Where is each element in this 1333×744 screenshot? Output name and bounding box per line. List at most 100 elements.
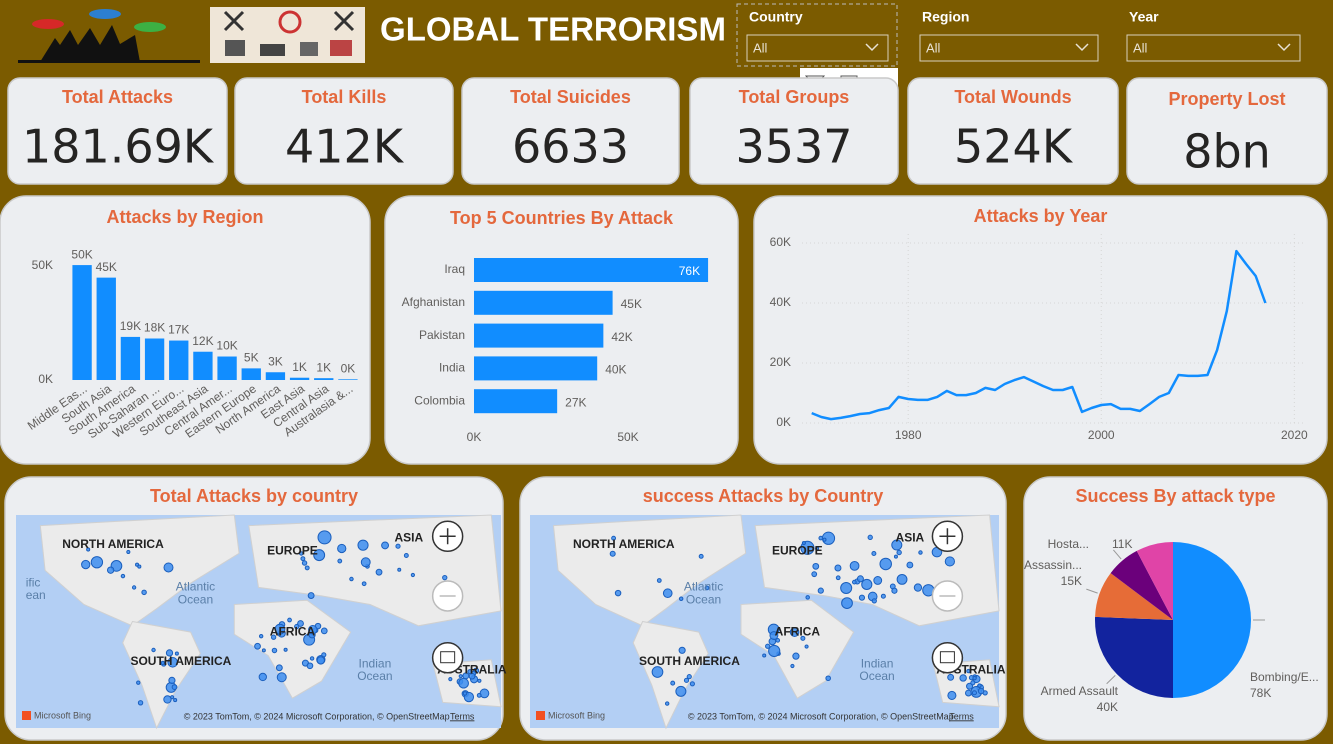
value-label: 42K bbox=[611, 330, 632, 344]
leader-line bbox=[1113, 549, 1122, 560]
map-bubble bbox=[106, 566, 115, 574]
map-terms[interactable]: Terms bbox=[949, 711, 974, 721]
slicer-box[interactable] bbox=[1126, 34, 1301, 62]
bar bbox=[474, 258, 709, 282]
slicer-box[interactable] bbox=[746, 34, 889, 62]
map-label: NORTH AMERICA bbox=[573, 537, 675, 551]
map-label: ean bbox=[26, 588, 46, 602]
map-bubble bbox=[375, 568, 383, 576]
value-label: 45K bbox=[621, 297, 642, 311]
map-bubble bbox=[871, 598, 877, 604]
slicer-value: All bbox=[926, 40, 941, 55]
map-bubble bbox=[959, 674, 967, 682]
slicer-box[interactable] bbox=[919, 34, 1099, 62]
map-label: EUROPE bbox=[267, 543, 318, 557]
value-label: 27K bbox=[565, 395, 586, 409]
map-bubble bbox=[309, 656, 315, 661]
slicer[interactable]: Country All bbox=[746, 9, 889, 62]
map-label: SOUTH AMERICA bbox=[639, 654, 740, 668]
slice-label: Hosta... bbox=[1048, 537, 1089, 551]
map-terms[interactable]: Terms bbox=[450, 711, 475, 721]
map-bubble bbox=[873, 576, 883, 585]
map-bubble bbox=[811, 571, 818, 578]
map-bubble bbox=[851, 579, 857, 585]
map-bubble bbox=[698, 553, 704, 559]
kpi-value: 524K bbox=[954, 120, 1074, 174]
map-bubble bbox=[861, 578, 873, 591]
map-label: NORTH AMERICA bbox=[62, 537, 164, 551]
line bbox=[811, 249, 1267, 421]
chart-title: Attacks by Year bbox=[974, 206, 1108, 226]
map-label: ASIA bbox=[395, 531, 424, 545]
map-bubble bbox=[163, 695, 172, 704]
slicer[interactable]: Region All bbox=[919, 9, 1099, 62]
chart-title: Top 5 Countries By Attack bbox=[450, 208, 674, 228]
kpi-card bbox=[689, 77, 899, 185]
value-label: 19K bbox=[120, 319, 141, 333]
map-bubble bbox=[835, 575, 841, 581]
kpi-card bbox=[7, 77, 228, 185]
map-control[interactable] bbox=[431, 641, 464, 674]
map[interactable]: NORTH AMERICA EUROPEASIAAtlanticOceanAFRI… bbox=[530, 514, 1006, 730]
map-bubble bbox=[840, 581, 853, 594]
map-bubble bbox=[395, 543, 401, 549]
map-bubble bbox=[804, 644, 809, 649]
map-bubble bbox=[337, 558, 343, 564]
bar bbox=[193, 351, 213, 380]
slice-value: 78K bbox=[1250, 686, 1271, 700]
map-bubble bbox=[800, 635, 806, 641]
map-label: Indian bbox=[359, 656, 392, 670]
x-tick-label: 2000 bbox=[1088, 428, 1115, 442]
map-bubble bbox=[136, 680, 141, 685]
map-bubble bbox=[611, 535, 617, 541]
map-bubble bbox=[879, 557, 892, 571]
map-bubble bbox=[137, 700, 144, 706]
map-bubble bbox=[168, 676, 176, 684]
map-bubble bbox=[313, 549, 326, 562]
map-bubble bbox=[308, 625, 318, 635]
map-bubble bbox=[970, 680, 976, 686]
pie-slice bbox=[1173, 542, 1251, 698]
map-bubble bbox=[131, 585, 137, 590]
map-land bbox=[632, 620, 709, 730]
map-label: Atlantic bbox=[684, 580, 723, 594]
map-bubble bbox=[283, 647, 288, 652]
map-bubble bbox=[307, 592, 315, 600]
map-bubble bbox=[360, 557, 371, 568]
map-bubble bbox=[165, 649, 174, 657]
x-tick-label: 0K bbox=[467, 430, 482, 444]
map-bubble bbox=[966, 668, 971, 674]
map-bubble bbox=[294, 623, 300, 630]
y-tick-label: Afghanistan bbox=[402, 295, 465, 309]
map-bubble bbox=[812, 562, 820, 570]
map-bubble bbox=[163, 562, 174, 573]
bar bbox=[217, 356, 237, 380]
map-bubble bbox=[893, 554, 898, 559]
map-bubble bbox=[151, 647, 156, 653]
pie-slice bbox=[1094, 616, 1173, 698]
map-bubble bbox=[275, 664, 283, 672]
map-bubble bbox=[817, 587, 824, 594]
map-bubble bbox=[126, 549, 131, 555]
value-label: 45K bbox=[96, 260, 117, 274]
slice-value: 40K bbox=[1097, 700, 1118, 714]
bar bbox=[120, 336, 141, 380]
slicer-label: Year bbox=[1129, 9, 1159, 25]
map-bubble bbox=[274, 623, 286, 635]
bar bbox=[314, 378, 334, 380]
map-control[interactable] bbox=[931, 641, 964, 674]
map-bubble bbox=[825, 675, 831, 682]
map-bubble bbox=[258, 634, 264, 639]
map-label: Ocean bbox=[357, 669, 392, 683]
bar bbox=[289, 377, 310, 380]
map-credits: © 2023 TomTom, © 2024 Microsoft Corporat… bbox=[688, 711, 954, 721]
slicer[interactable]: Year All bbox=[1126, 9, 1301, 62]
map-label: AFRICA bbox=[775, 624, 821, 638]
map[interactable]: NORTH AMERICA EUROPEASIAAtlanticOceanAFRI… bbox=[16, 514, 507, 730]
y-tick-label: 0K bbox=[776, 415, 791, 429]
bar bbox=[265, 372, 286, 380]
map-provider: Microsoft Bing bbox=[34, 710, 91, 720]
x-tick-label: 2020 bbox=[1281, 428, 1308, 442]
map-bubble bbox=[762, 653, 767, 658]
bar bbox=[474, 389, 558, 414]
